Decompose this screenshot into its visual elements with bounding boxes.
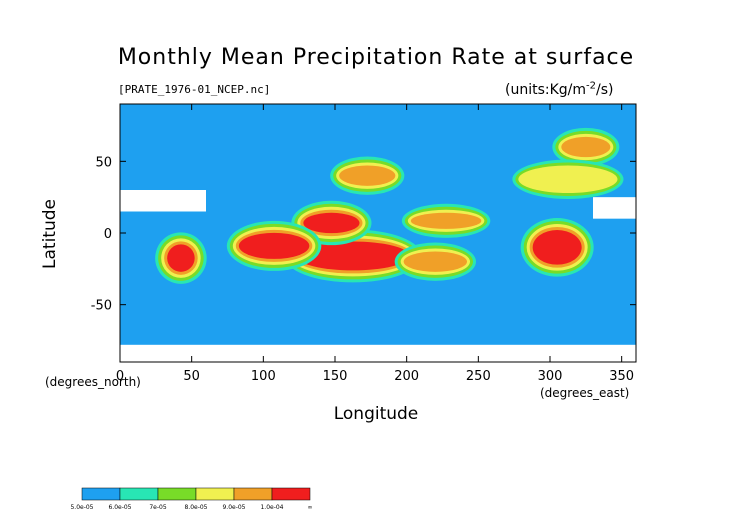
y-unit-note: (degrees_north): [45, 375, 141, 389]
y-tick-label: 0: [104, 227, 112, 242]
colorbar-label: 7e-05: [149, 504, 166, 511]
x-tick-label: 300: [538, 369, 563, 384]
colorbar-swatch: [81, 487, 121, 501]
precip-contour: [410, 212, 482, 229]
units-text: (units:Kg/m-2/s): [505, 80, 614, 98]
precip-contour: [518, 165, 618, 193]
x-tick-label: 150: [323, 369, 348, 384]
x-tick-label: 250: [466, 369, 491, 384]
colorbar-swatch: [271, 487, 311, 501]
colorbar-swatch: [195, 487, 235, 501]
colorbar-swatch: [119, 487, 159, 501]
colorbar-label: ∞: [308, 504, 313, 511]
colorbar-label: 1.0e-04: [260, 504, 283, 511]
missing-data-region: [120, 344, 636, 362]
colorbar-swatch: [157, 487, 197, 501]
colorbar-swatch: [233, 487, 273, 501]
chart-subtitle: [PRATE_1976-01_NCEP.nc]: [118, 83, 271, 96]
precip-contour: [167, 244, 195, 272]
x-tick-label: 0: [116, 369, 124, 384]
units-label: (units:Kg/m-2/s): [505, 80, 614, 98]
precip-contour: [303, 212, 360, 234]
x-tick-label: 50: [183, 369, 200, 384]
x-axis-label: Longitude: [333, 404, 419, 424]
precip-contour: [339, 165, 396, 186]
colorbar-label: 6.0e-05: [108, 504, 131, 511]
chart-title: Monthly Mean Precipitation Rate at surfa…: [117, 45, 635, 70]
precip-contour: [296, 241, 410, 271]
x-tick-label: 100: [251, 369, 276, 384]
colorbar-label: 5.0e-05: [70, 504, 93, 511]
missing-data-region: [593, 197, 636, 219]
y-tick-label: 50: [95, 155, 112, 170]
missing-data-region: [120, 190, 206, 212]
precipitation-map: [120, 104, 636, 362]
precip-contour: [238, 232, 310, 259]
x-tick-label: 200: [394, 369, 419, 384]
axes: 0 50 100 150 200 250 300 350 50 0 -50: [91, 103, 637, 384]
precip-contour: [532, 230, 582, 265]
precip-contour: [561, 136, 611, 158]
y-tick-label: -50: [91, 299, 112, 314]
x-unit-note: (degrees_east): [540, 386, 630, 400]
colorbar-label: 8.0e-05: [184, 504, 207, 511]
y-axis-label: Latitude: [40, 199, 60, 269]
colorbar-label: 9.0e-05: [222, 504, 245, 511]
x-tick-label: 350: [609, 369, 634, 384]
precip-contour: [403, 251, 468, 272]
colorbar: 5.0e-05 6.0e-05 7e-05 8.0e-05 9.0e-05 1.0e-04…: [70, 487, 313, 511]
